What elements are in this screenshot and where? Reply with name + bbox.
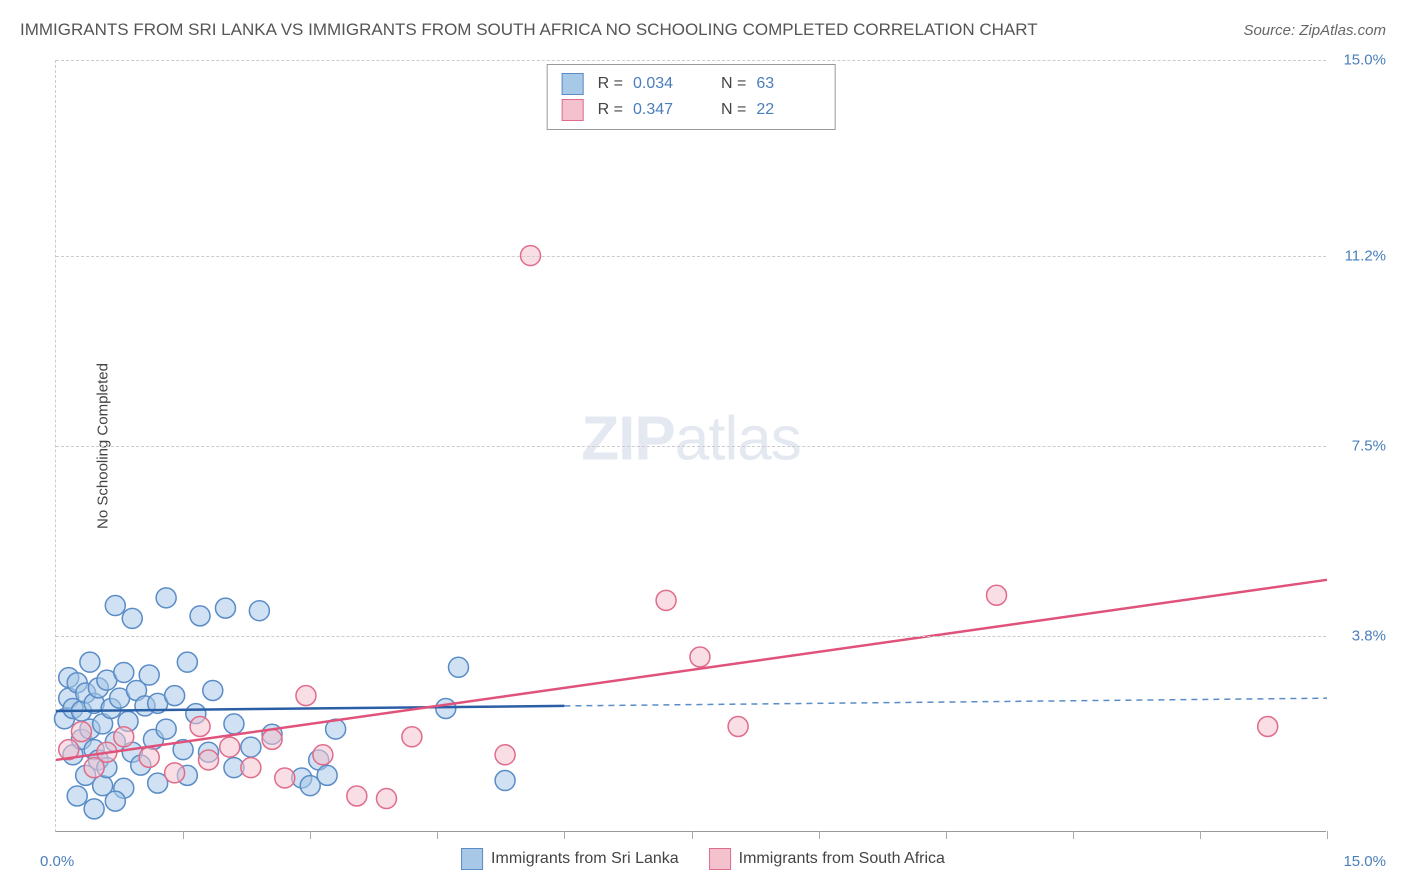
gridline-y xyxy=(56,60,1326,61)
data-point xyxy=(122,608,142,628)
data-point xyxy=(313,745,333,765)
data-point xyxy=(165,686,185,706)
data-point xyxy=(165,763,185,783)
r-label: R = xyxy=(598,101,623,119)
data-point xyxy=(656,590,676,610)
xtick xyxy=(1073,831,1074,839)
data-point xyxy=(690,647,710,667)
xtick-max: 15.0% xyxy=(1343,853,1386,870)
ytick-label: 11.2% xyxy=(1345,247,1386,264)
data-point xyxy=(987,585,1007,605)
data-point xyxy=(728,716,748,736)
gridline-y xyxy=(56,256,1326,257)
xtick xyxy=(564,831,565,839)
xtick xyxy=(437,831,438,839)
data-point xyxy=(156,719,176,739)
data-point xyxy=(296,686,316,706)
data-point xyxy=(105,596,125,616)
legend-label-1: Immigrants from South Africa xyxy=(739,850,945,868)
xtick xyxy=(692,831,693,839)
data-point xyxy=(215,598,235,618)
xtick xyxy=(1327,831,1328,839)
data-point xyxy=(224,714,244,734)
data-point xyxy=(317,765,337,785)
data-point xyxy=(495,771,515,791)
data-point xyxy=(114,727,134,747)
data-point xyxy=(1258,716,1278,736)
xtick xyxy=(310,831,311,839)
data-point xyxy=(241,758,261,778)
n-value-0: 63 xyxy=(756,75,820,93)
data-point xyxy=(139,747,159,767)
xtick xyxy=(183,831,184,839)
gridline-y xyxy=(56,446,1326,447)
data-point xyxy=(114,662,134,682)
regression-line xyxy=(56,706,564,711)
legend-item-1: Immigrants from South Africa xyxy=(709,848,945,870)
r-value-0: 0.034 xyxy=(633,75,697,93)
data-point xyxy=(241,737,261,757)
legend-swatch-1 xyxy=(709,848,731,870)
data-point xyxy=(139,665,159,685)
bottom-legend: Immigrants from Sri Lanka Immigrants fro… xyxy=(461,848,945,870)
gridline-y xyxy=(56,636,1326,637)
xtick-min: 0.0% xyxy=(40,853,74,870)
legend-label-0: Immigrants from Sri Lanka xyxy=(491,850,679,868)
n-value-1: 22 xyxy=(756,101,820,119)
data-point xyxy=(80,652,100,672)
legend-swatch-0 xyxy=(461,848,483,870)
swatch-southafrica xyxy=(562,99,584,121)
data-point xyxy=(220,737,240,757)
legend-item-0: Immigrants from Sri Lanka xyxy=(461,848,679,870)
source-text: Source: ZipAtlas.com xyxy=(1243,22,1386,39)
regression-line xyxy=(56,580,1327,760)
ytick-label: 7.5% xyxy=(1352,438,1386,455)
data-point xyxy=(495,745,515,765)
data-point xyxy=(177,652,197,672)
data-point xyxy=(275,768,295,788)
data-point xyxy=(199,750,219,770)
data-point xyxy=(84,799,104,819)
n-label: N = xyxy=(721,75,746,93)
xtick xyxy=(819,831,820,839)
data-point xyxy=(347,786,367,806)
regression-line-dashed xyxy=(564,698,1327,706)
data-point xyxy=(448,657,468,677)
xtick xyxy=(1200,831,1201,839)
swatch-srilanka xyxy=(562,73,584,95)
data-point xyxy=(105,791,125,811)
r-label: R = xyxy=(598,75,623,93)
data-point xyxy=(262,729,282,749)
data-point xyxy=(376,789,396,809)
data-point xyxy=(203,680,223,700)
plot-area: ZIPatlas R = 0.034 N = 63 R = 0.347 N = … xyxy=(55,60,1326,832)
chart-container: IMMIGRANTS FROM SRI LANKA VS IMMIGRANTS … xyxy=(0,0,1406,892)
xtick xyxy=(946,831,947,839)
data-point xyxy=(190,716,210,736)
data-point xyxy=(190,606,210,626)
data-point xyxy=(67,786,87,806)
data-point xyxy=(156,588,176,608)
data-point xyxy=(71,722,91,742)
ytick-label: 15.0% xyxy=(1343,52,1386,69)
chart-title: IMMIGRANTS FROM SRI LANKA VS IMMIGRANTS … xyxy=(20,20,1038,40)
stats-row-1: R = 0.347 N = 22 xyxy=(562,97,821,123)
data-point xyxy=(402,727,422,747)
data-point xyxy=(249,601,269,621)
data-point xyxy=(436,698,456,718)
r-value-1: 0.347 xyxy=(633,101,697,119)
ytick-label: 3.8% xyxy=(1352,628,1386,645)
stats-row-0: R = 0.034 N = 63 xyxy=(562,71,821,97)
n-label: N = xyxy=(721,101,746,119)
stats-legend: R = 0.034 N = 63 R = 0.347 N = 22 xyxy=(547,64,836,130)
